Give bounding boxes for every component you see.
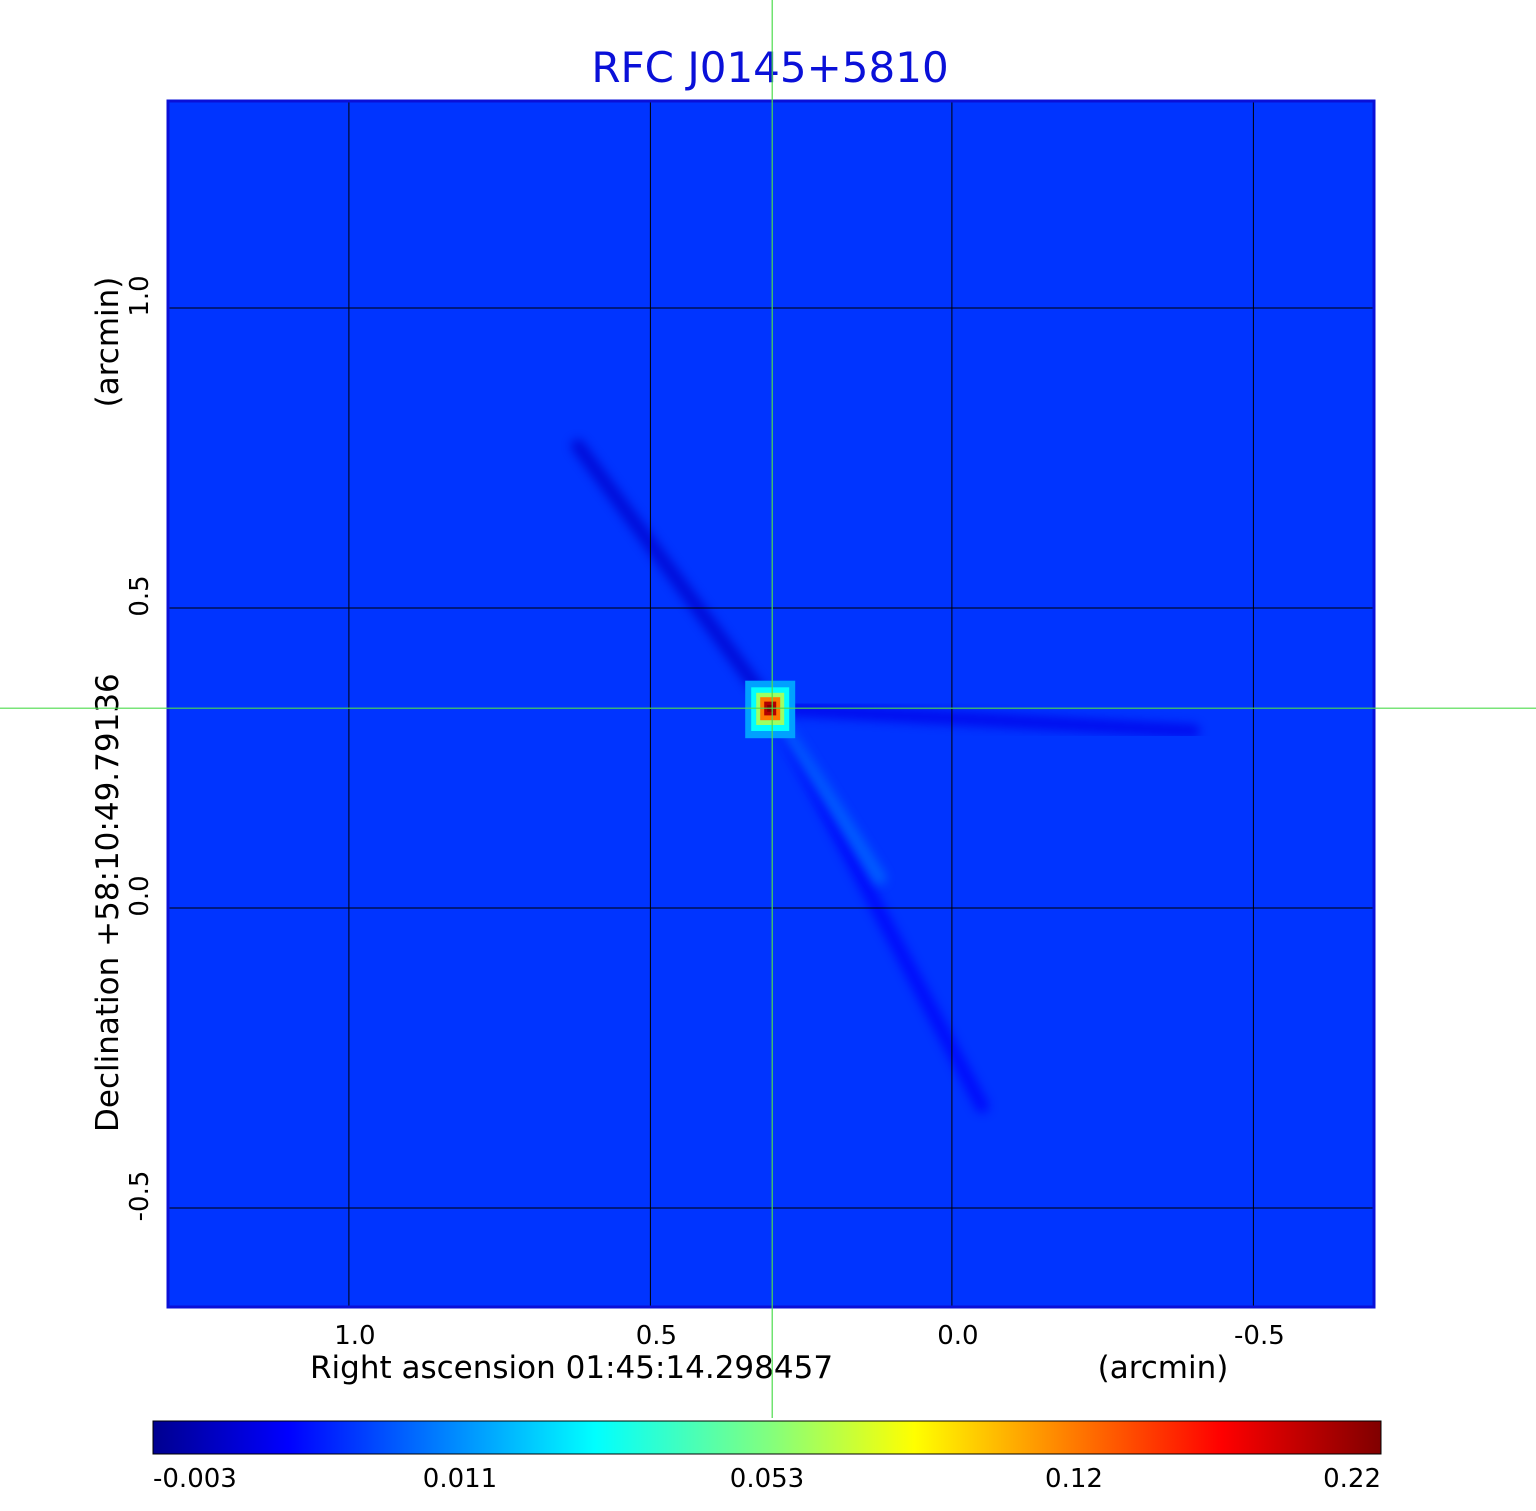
image-plot-area bbox=[166, 99, 1376, 1309]
x-tick-label: 0.5 bbox=[636, 1321, 677, 1351]
colorbar-tick-label: 0.053 bbox=[730, 1464, 804, 1494]
x-tick-label: 1.0 bbox=[334, 1321, 375, 1351]
y-axis-label: Declination +58:10:49.79136 bbox=[90, 673, 126, 1132]
x-axis-unit: (arcmin) bbox=[1098, 1350, 1229, 1386]
x-tick-label: -0.5 bbox=[1234, 1321, 1285, 1351]
sidelobe-streak bbox=[571, 439, 780, 716]
colorbar-tick-label: -0.003 bbox=[153, 1464, 237, 1494]
chart-title: RFC J0145+5810 bbox=[591, 43, 948, 92]
y-tick-labels: 1.0 0.5 0.0 -0.5 bbox=[125, 275, 155, 1221]
sidelobe-streak bbox=[765, 701, 1201, 738]
y-tick-label: -0.5 bbox=[125, 1171, 155, 1222]
y-tick-label: 1.0 bbox=[125, 275, 155, 316]
colorbar-tick-label: 0.22 bbox=[1323, 1464, 1381, 1494]
y-tick-label: 0.0 bbox=[125, 875, 155, 916]
source-layer bbox=[745, 680, 796, 739]
image-frame bbox=[166, 99, 1376, 1309]
colorbar-tick-labels: -0.003 0.011 0.053 0.12 0.22 bbox=[153, 1464, 1381, 1494]
crosshair bbox=[0, 0, 1536, 1418]
colorbar-tick-label: 0.011 bbox=[423, 1464, 497, 1494]
x-axis-label: Right ascension 01:45:14.298457 bbox=[310, 1350, 833, 1386]
y-axis-unit: (arcmin) bbox=[90, 277, 126, 408]
grid-layer bbox=[168, 101, 1374, 1307]
colorbar-gradient bbox=[152, 1420, 1382, 1455]
x-tick-label: 0.0 bbox=[937, 1321, 978, 1351]
colorbar-tick-label: 0.12 bbox=[1045, 1464, 1103, 1494]
x-tick-labels: 1.0 0.5 0.0 -0.5 bbox=[334, 1321, 1285, 1351]
colorbar: -0.003 0.011 0.053 0.12 0.22 bbox=[152, 1420, 1382, 1494]
y-tick-label: 0.5 bbox=[125, 575, 155, 616]
